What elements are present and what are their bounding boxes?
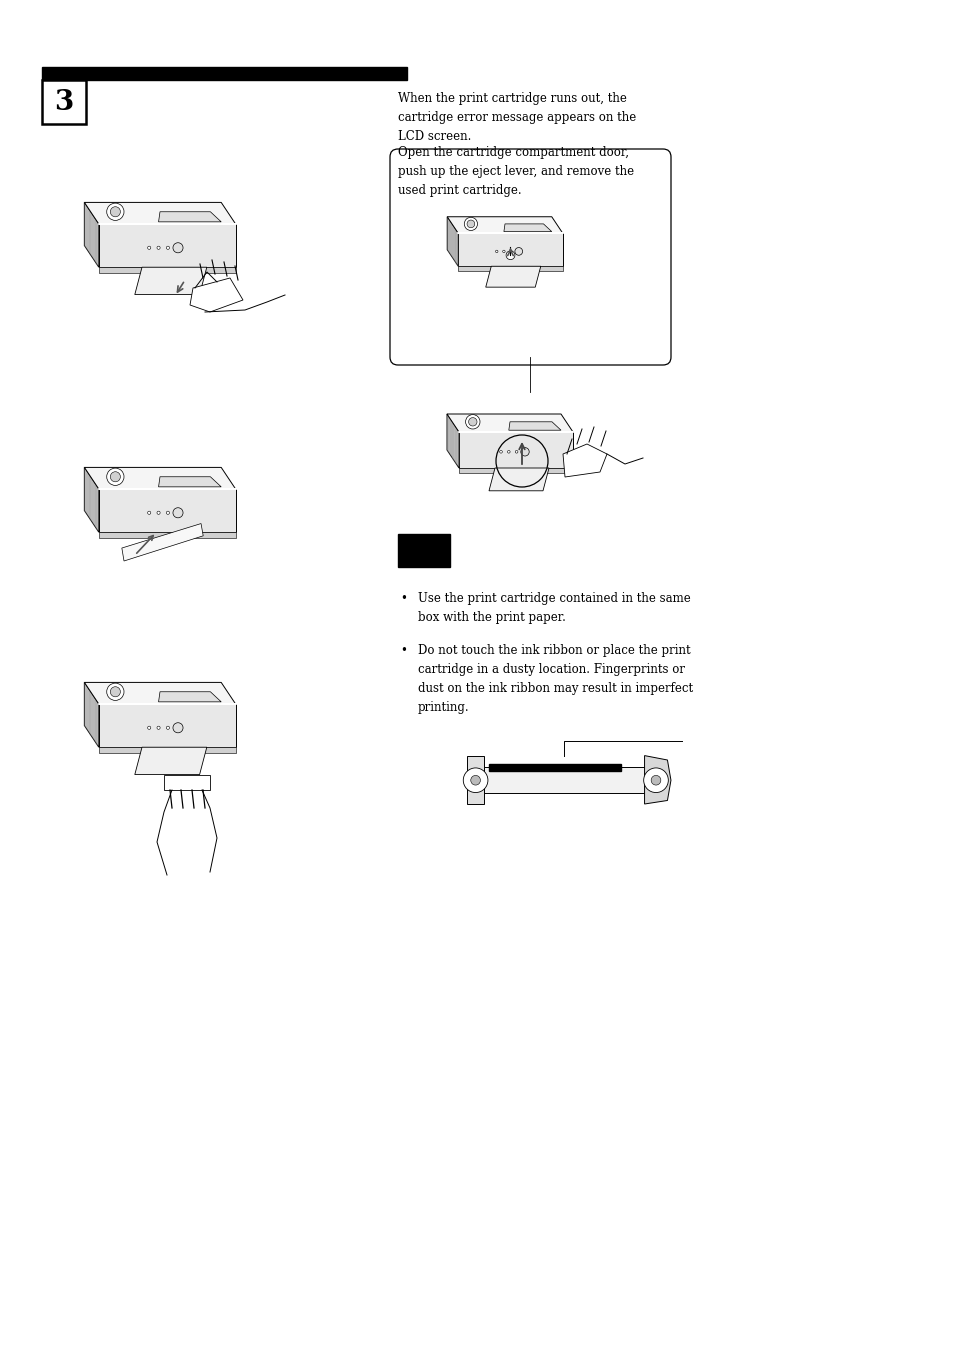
- Polygon shape: [458, 433, 573, 468]
- Circle shape: [157, 726, 160, 729]
- Circle shape: [157, 246, 160, 249]
- Circle shape: [107, 203, 124, 220]
- Polygon shape: [84, 468, 235, 489]
- Polygon shape: [99, 489, 235, 533]
- Polygon shape: [99, 748, 235, 753]
- Circle shape: [507, 450, 510, 453]
- Bar: [488, 764, 620, 771]
- Polygon shape: [84, 468, 99, 533]
- FancyBboxPatch shape: [390, 149, 670, 365]
- Polygon shape: [134, 748, 207, 775]
- Polygon shape: [489, 468, 548, 491]
- Polygon shape: [457, 234, 562, 266]
- Circle shape: [468, 418, 476, 426]
- Circle shape: [111, 472, 120, 481]
- Polygon shape: [447, 414, 573, 433]
- Circle shape: [464, 218, 477, 230]
- Polygon shape: [84, 203, 99, 268]
- Polygon shape: [447, 216, 457, 266]
- Polygon shape: [644, 756, 670, 804]
- Text: Open the cartridge compartment door,
push up the eject lever, and remove the
use: Open the cartridge compartment door, pus…: [397, 146, 634, 197]
- Circle shape: [111, 207, 120, 216]
- Polygon shape: [122, 523, 203, 561]
- Text: Use the print cartridge contained in the same
box with the print paper.: Use the print cartridge contained in the…: [417, 592, 690, 625]
- Text: •: •: [399, 592, 406, 604]
- Circle shape: [506, 251, 515, 260]
- Polygon shape: [99, 704, 235, 748]
- Polygon shape: [84, 683, 235, 704]
- Circle shape: [643, 768, 668, 792]
- Circle shape: [520, 448, 529, 456]
- Circle shape: [502, 250, 504, 253]
- Polygon shape: [484, 767, 644, 794]
- Circle shape: [148, 511, 151, 514]
- Polygon shape: [84, 203, 235, 224]
- Polygon shape: [158, 692, 221, 702]
- Circle shape: [172, 723, 183, 733]
- Circle shape: [495, 250, 497, 253]
- Polygon shape: [503, 224, 551, 231]
- Text: •: •: [399, 644, 406, 657]
- Polygon shape: [84, 683, 99, 748]
- Polygon shape: [99, 533, 235, 538]
- Circle shape: [470, 776, 480, 786]
- Circle shape: [509, 250, 512, 253]
- Polygon shape: [457, 266, 562, 270]
- Circle shape: [499, 450, 502, 453]
- Circle shape: [465, 415, 479, 429]
- Circle shape: [166, 246, 170, 249]
- Circle shape: [148, 246, 151, 249]
- Polygon shape: [134, 268, 207, 295]
- Polygon shape: [458, 468, 573, 473]
- Circle shape: [107, 468, 124, 485]
- Polygon shape: [447, 216, 562, 234]
- Polygon shape: [99, 224, 235, 268]
- Circle shape: [166, 511, 170, 514]
- Polygon shape: [158, 477, 221, 487]
- Circle shape: [515, 450, 517, 453]
- Polygon shape: [485, 266, 540, 287]
- Polygon shape: [466, 756, 484, 804]
- Circle shape: [172, 243, 183, 253]
- Polygon shape: [190, 279, 243, 312]
- Polygon shape: [562, 443, 606, 477]
- Circle shape: [166, 726, 170, 729]
- Text: Do not touch the ink ribbon or place the print
cartridge in a dusty location. Fi: Do not touch the ink ribbon or place the…: [417, 644, 693, 714]
- Circle shape: [467, 220, 475, 227]
- Polygon shape: [508, 422, 560, 430]
- Circle shape: [107, 683, 124, 700]
- Bar: [42, 80, 86, 124]
- Text: When the print cartridge runs out, the
cartridge error message appears on the
LC: When the print cartridge runs out, the c…: [397, 92, 636, 143]
- Circle shape: [515, 247, 522, 256]
- Bar: [397, 534, 450, 566]
- Circle shape: [148, 726, 151, 729]
- Circle shape: [157, 511, 160, 514]
- Polygon shape: [99, 268, 235, 273]
- Circle shape: [172, 508, 183, 518]
- Polygon shape: [447, 414, 458, 468]
- Polygon shape: [158, 212, 221, 222]
- Circle shape: [463, 768, 487, 792]
- Circle shape: [111, 687, 120, 696]
- Bar: [42, 68, 407, 80]
- Text: 3: 3: [54, 88, 73, 115]
- Circle shape: [651, 776, 660, 786]
- Polygon shape: [164, 775, 210, 790]
